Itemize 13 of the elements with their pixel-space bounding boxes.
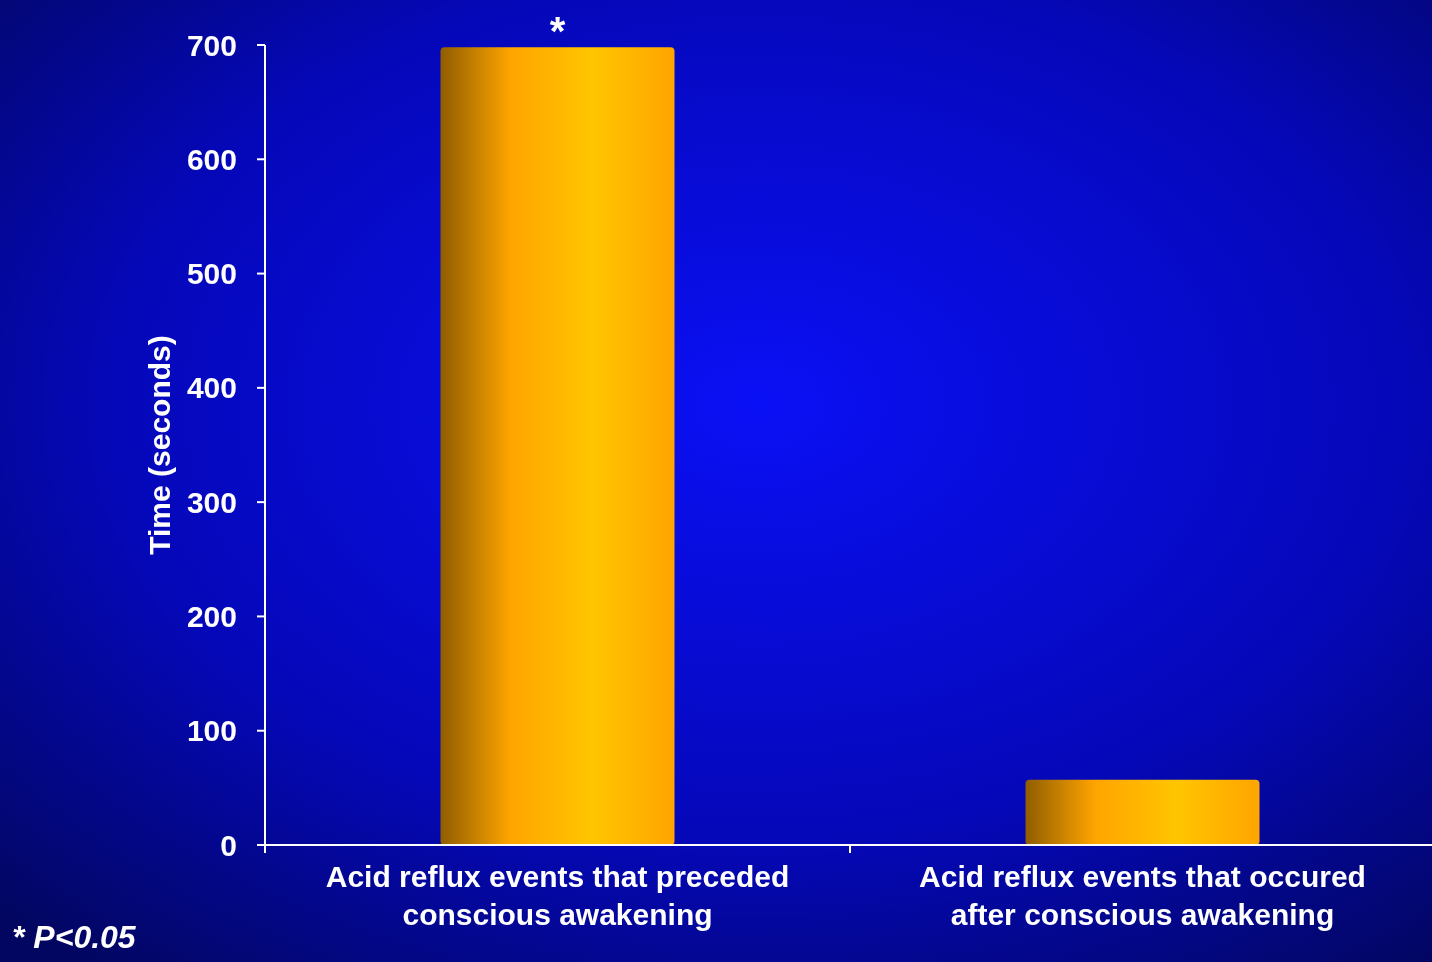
x-tick-label: Acid reflux events that occured after conscious awakening: [919, 860, 1366, 931]
y-tick-label: 600: [186, 142, 237, 176]
y-tick-label: 500: [186, 257, 237, 291]
y-axis-title: Time (seconds): [143, 335, 176, 555]
y-tick-label: 200: [186, 599, 237, 633]
y-tick-label: 0: [220, 828, 237, 862]
annotation: *: [549, 9, 566, 54]
y-tick-label: 100: [186, 714, 237, 748]
text: * P<0.05: [12, 919, 137, 955]
y-tick-label: 400: [186, 371, 237, 405]
y-tick-label: 700: [186, 28, 237, 62]
x-tick-label: Acid reflux events that preceded conscious awakening: [325, 860, 790, 931]
y-tick-label: 300: [186, 485, 237, 519]
